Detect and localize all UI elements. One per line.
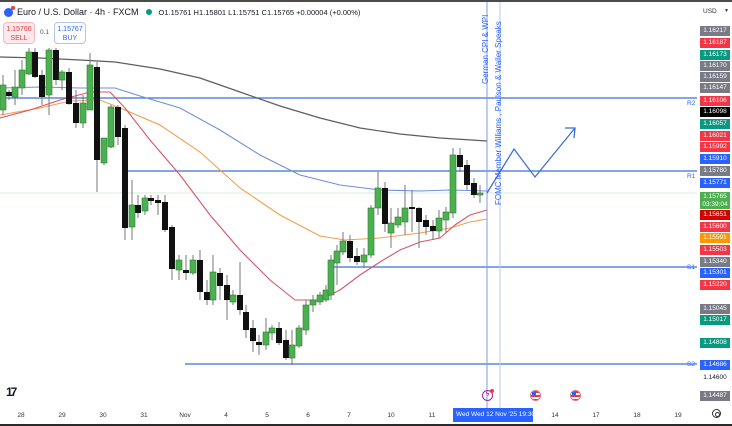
- buy-label: BUY: [62, 35, 78, 42]
- price-label: 1.15591: [700, 233, 730, 243]
- price-label: 1.16098: [700, 107, 730, 117]
- tradingview-logo-icon: 17: [6, 385, 17, 399]
- buy-button[interactable]: 1.15767 BUY: [54, 22, 86, 44]
- price-label: 1.15910: [700, 154, 730, 164]
- current-price-label: 1.15765 03:39:04: [700, 192, 730, 209]
- price-label: 1.15780: [700, 166, 730, 176]
- price-label: 1.14600: [703, 374, 727, 381]
- price-label: 1.15651: [700, 210, 730, 220]
- price-label: 1.15017: [700, 315, 730, 325]
- projection-path: [486, 127, 576, 194]
- price-label: 1.16147: [700, 83, 730, 93]
- price-label: 1.15992: [700, 142, 730, 152]
- s2-label: S2: [687, 361, 695, 368]
- us-event-flag-icon[interactable]: [530, 390, 541, 401]
- price-label: 1.16057: [700, 119, 730, 129]
- ma-red: [0, 91, 488, 301]
- spread-value: 0.1: [40, 29, 50, 36]
- currency-selector[interactable]: USD: [703, 8, 717, 15]
- price-label: 1.14487: [700, 391, 730, 401]
- price-label: 1.16021: [700, 131, 730, 141]
- r1-label: R1: [687, 173, 696, 180]
- price-label: 1.15771: [700, 178, 730, 188]
- price-label: 1.16173: [700, 50, 730, 60]
- r2-label: R2: [687, 100, 696, 107]
- event-annotation-german-cpi[interactable]: German CPI & WPI: [481, 14, 490, 84]
- current-price-value: 1.15765: [703, 193, 727, 200]
- price-label: 1.15340: [700, 257, 730, 267]
- price-label: 1.15045: [700, 304, 730, 314]
- time-label: 5: [265, 412, 269, 419]
- time-label: 31: [140, 412, 148, 419]
- time-label: 11: [428, 412, 436, 419]
- ma-long: [0, 56, 488, 142]
- time-label: 30: [99, 412, 107, 419]
- symbol-flag-icon: [4, 5, 15, 17]
- event-annotation-fomc[interactable]: FOMC Member Williams , Paulson & Waller …: [494, 21, 503, 205]
- price-label: 1.16187: [700, 38, 730, 48]
- crosshair-time-label: Wed Wed 12 Nov '25 19:30: [453, 408, 535, 422]
- chevron-down-icon: ▼: [724, 8, 729, 14]
- time-label: Nov: [179, 412, 191, 419]
- time-label: 17: [592, 412, 600, 419]
- projection-arrowhead: [565, 127, 576, 139]
- sell-button[interactable]: 1.15766 SELL: [3, 22, 35, 44]
- sell-label: SELL: [10, 35, 28, 42]
- price-label: 1.15600: [700, 222, 730, 232]
- ohlc-values: O1.15761 H1.15801 L1.15751 C1.15765 +0.0…: [158, 7, 361, 17]
- us-event-flag-icon[interactable]: [570, 390, 581, 401]
- price-label: 1.15301: [700, 268, 730, 278]
- time-label: 19: [674, 412, 682, 419]
- time-label: 7: [347, 412, 351, 419]
- time-label: 29: [58, 412, 66, 419]
- time-label: 18: [633, 412, 641, 419]
- market-status-icon: [145, 9, 152, 15]
- price-label: 1.14808: [700, 338, 730, 348]
- s1-label: S1: [687, 264, 695, 271]
- economic-event-icon[interactable]: ϟ: [482, 389, 494, 401]
- time-label: 28: [17, 412, 25, 419]
- candles: [0, 48, 484, 365]
- price-label: 1.16106: [700, 96, 730, 106]
- ma-blue: [0, 86, 488, 192]
- time-label: 14: [551, 412, 559, 419]
- top-border: [0, 0, 732, 2]
- price-label: 1.14686: [700, 360, 730, 370]
- sell-price: 1.15766: [6, 26, 32, 33]
- price-label: 1.16159: [700, 72, 730, 82]
- time-label: 4: [224, 412, 228, 419]
- bottom-border: [0, 424, 732, 426]
- chart-header: Euro / U.S. Dollar · 4h · FXCM O1.15761 …: [4, 5, 360, 19]
- time-label: 6: [306, 412, 310, 419]
- price-label: 1.15503: [700, 245, 730, 255]
- price-label: 1.16217: [700, 26, 730, 36]
- buy-price: 1.15767: [57, 26, 83, 33]
- price-label: 1.15220: [700, 280, 730, 290]
- bar-countdown: 03:39:04: [702, 201, 728, 208]
- symbol-title[interactable]: Euro / U.S. Dollar · 4h · FXCM: [17, 7, 139, 17]
- settings-gear-icon[interactable]: [712, 409, 721, 418]
- price-label: 1.16170: [700, 61, 730, 71]
- time-label: 10: [387, 412, 395, 419]
